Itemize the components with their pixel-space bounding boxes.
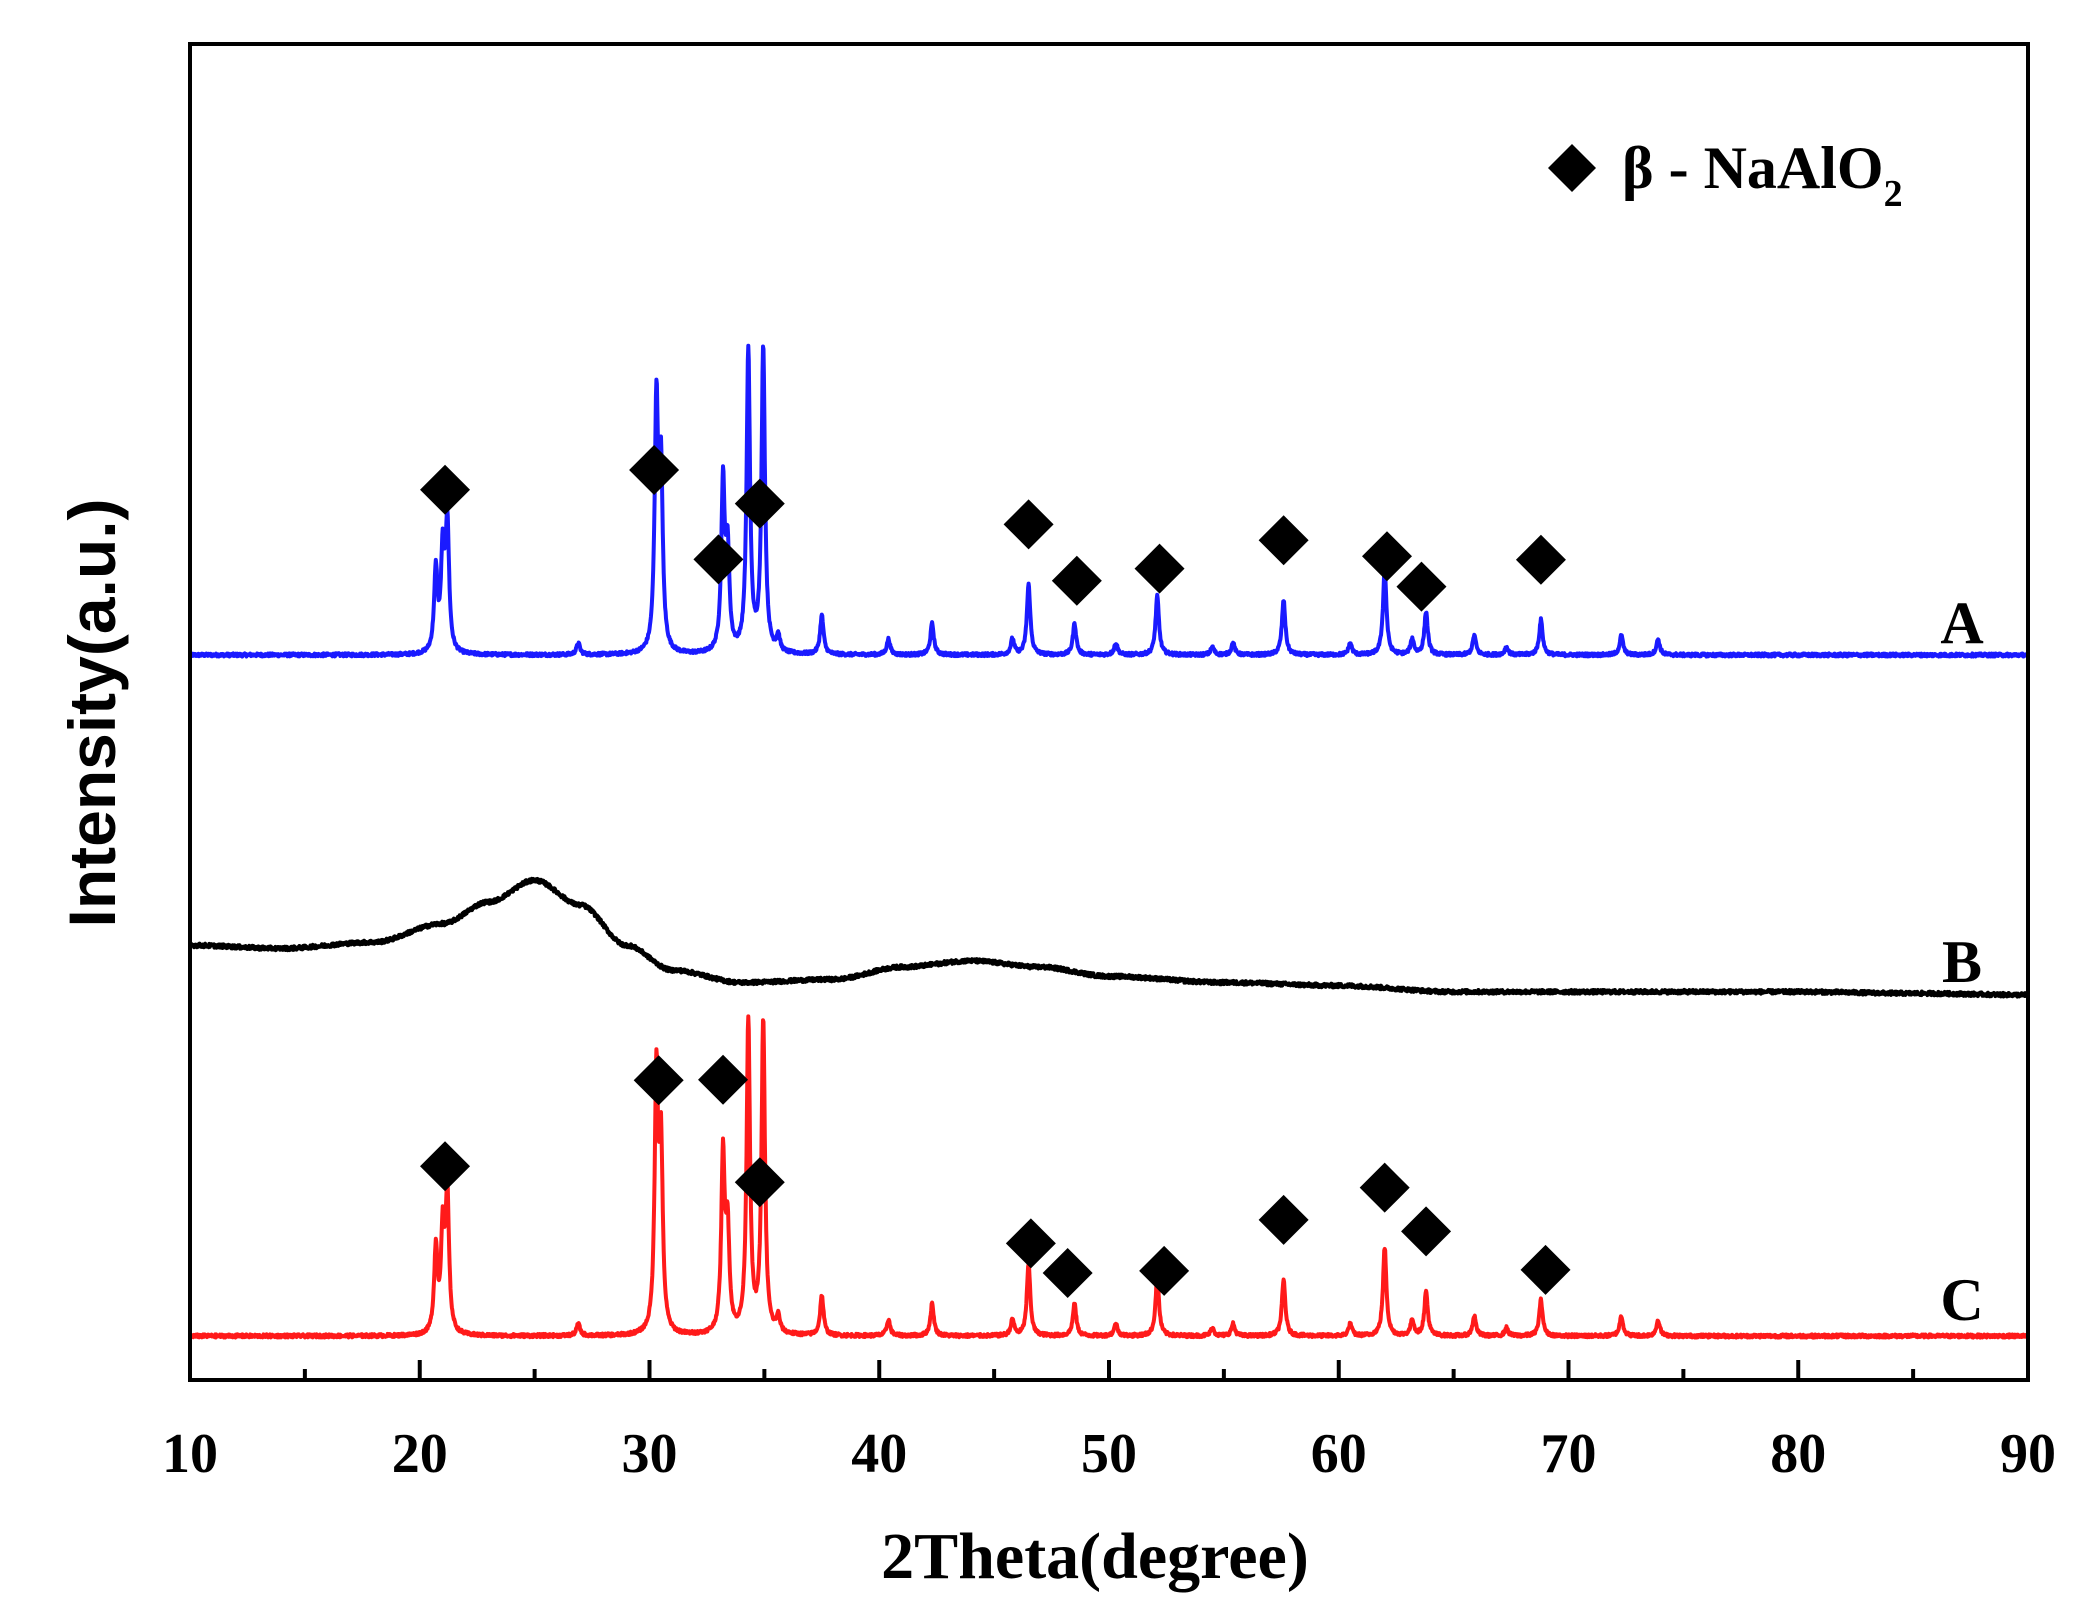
peak-diamond-marker: [1042, 1247, 1093, 1298]
legend-diamond-marker: [1548, 144, 1596, 192]
peak-diamond-marker: [629, 445, 680, 496]
x-tick-label: 70: [1541, 1423, 1597, 1485]
peak-diamond-marker: [1359, 1162, 1410, 1213]
peak-diamond-marker: [1139, 1245, 1190, 1296]
x-tick-label: 80: [1770, 1423, 1826, 1485]
series-layer: [188, 343, 2030, 1340]
peak-diamond-marker: [420, 464, 471, 515]
peak-diamond-marker: [693, 534, 744, 585]
series-label-c: C: [1940, 1267, 1983, 1333]
y-axis-title: Intensity(a.u.): [55, 498, 129, 927]
peak-diamond-marker: [698, 1054, 749, 1105]
x-tick-label: 30: [622, 1423, 678, 1485]
peak-diamond-marker: [1520, 1244, 1571, 1295]
series-label-a: A: [1940, 590, 1983, 656]
peak-diamond-marker: [420, 1141, 471, 1192]
series-line-b: [188, 876, 2030, 999]
peak-diamond-marker: [1258, 515, 1309, 566]
peak-diamond-marker: [1396, 561, 1447, 612]
peak-diamond-marker: [1515, 534, 1566, 585]
peak-diamond-marker: [1401, 1206, 1452, 1257]
series-line-a: [188, 343, 2030, 659]
peak-diamond-marker: [1005, 1218, 1056, 1269]
peak-diamond-marker: [1361, 531, 1412, 582]
peak-diamond-marker: [1134, 543, 1185, 594]
peak-diamond-marker: [734, 1157, 785, 1208]
peak-diamond-marker: [1258, 1194, 1309, 1245]
x-axis-title: 2Theta(degree): [881, 1520, 1309, 1593]
legend-text: β - NaAlO: [1622, 135, 1884, 201]
x-tick-label: 40: [851, 1423, 907, 1485]
legend-subscript: 2: [1884, 173, 1903, 215]
legend: β - NaAlO2: [1548, 135, 1903, 215]
series-label-b: B: [1942, 929, 1982, 995]
x-tick-label: 50: [1081, 1423, 1137, 1485]
plot-frame: [188, 42, 2030, 1382]
peak-diamond-marker: [633, 1055, 684, 1106]
svg-text:β - NaAlO2: β - NaAlO2: [1622, 135, 1903, 215]
x-tick-label: 60: [1311, 1423, 1367, 1485]
x-tick-layer: 10 20 30 40 50 60 70 80 90: [162, 1360, 2056, 1485]
peak-marker-layer: [420, 445, 1571, 1298]
peak-diamond-marker: [1051, 555, 1102, 606]
x-tick-label: 90: [2000, 1423, 2056, 1485]
x-tick-label: 20: [392, 1423, 448, 1485]
x-tick-label: 10: [162, 1423, 218, 1485]
series-line-c: [188, 1014, 2030, 1340]
peak-diamond-marker: [1003, 499, 1054, 550]
peak-diamond-marker: [734, 478, 785, 529]
